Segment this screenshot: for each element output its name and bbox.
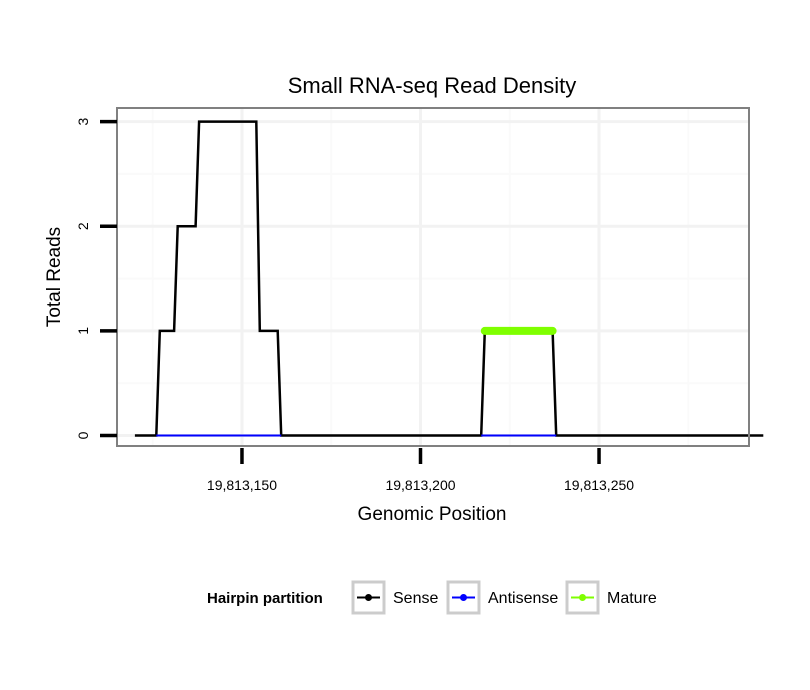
x-tick-label-0: 19,813,150 — [207, 477, 277, 493]
x-tick-label-2: 19,813,250 — [564, 477, 634, 493]
series-layer — [134, 120, 764, 437]
legend-item-sense: Sense — [351, 580, 438, 615]
y-tick-label-2: 2 — [75, 222, 91, 230]
legend-item-mature: Mature — [565, 580, 657, 615]
legend-label-antisense: Antisense — [488, 590, 558, 607]
legend: Hairpin partition Sense Antisense Mature — [207, 580, 657, 615]
legend-point-mature — [579, 594, 586, 601]
y-tick-label-0: 0 — [75, 431, 91, 439]
plot-panel — [117, 108, 749, 446]
legend-item-antisense: Antisense — [446, 580, 558, 615]
legend-label-mature: Mature — [607, 590, 657, 607]
legend-title: Hairpin partition — [207, 590, 323, 607]
legend-point-sense — [365, 594, 372, 601]
y-tick-label-1: 1 — [75, 327, 91, 335]
plot-border — [116, 107, 750, 447]
x-tick-label-1: 19,813,200 — [385, 477, 455, 493]
legend-point-antisense — [460, 594, 467, 601]
y-axis: 0 1 2 3 — [75, 117, 117, 439]
chart-title: Small RNA-seq Read Density — [288, 73, 577, 98]
x-axis: 19,813,150 19,813,200 19,813,250 — [207, 448, 634, 493]
minor-grid — [117, 108, 749, 446]
x-axis-title: Genomic Position — [358, 504, 507, 525]
y-axis-title: Total Reads — [44, 227, 65, 327]
y-tick-label-3: 3 — [75, 117, 91, 125]
legend-label-sense: Sense — [393, 590, 438, 607]
